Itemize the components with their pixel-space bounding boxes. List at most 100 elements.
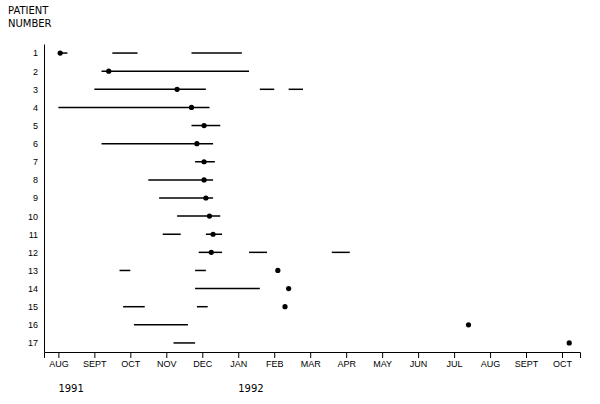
patient-row <box>159 195 213 200</box>
x-tick: FEB <box>266 352 284 369</box>
x-tick-mark <box>166 352 167 358</box>
x-axis: AUGSEPTOCTNOVDECJANFEBMARAPRMAYJUNJULAUG… <box>45 352 581 369</box>
y-tick: 1 <box>33 48 38 58</box>
y-tick-label: 17 <box>28 338 38 348</box>
y-tick-label: 13 <box>28 266 38 276</box>
x-tick: NOV <box>157 352 177 369</box>
patient-row <box>58 50 242 55</box>
y-tick: 14 <box>28 284 38 294</box>
dot <box>106 69 111 74</box>
y-tick: 3 <box>33 85 38 95</box>
y-tick: 17 <box>28 338 38 348</box>
x-tick: JUN <box>410 352 428 369</box>
dot <box>567 340 572 345</box>
x-axis-line <box>45 353 581 359</box>
segment <box>289 89 303 91</box>
y-axis: 1234567891011121314151617 <box>28 45 45 353</box>
x-tick-mark <box>454 352 455 358</box>
x-tick: OCT <box>121 352 141 369</box>
y-tick-label: 7 <box>33 157 38 167</box>
segment <box>94 89 206 91</box>
dot <box>203 195 208 200</box>
y-tick-label: 8 <box>33 175 38 185</box>
dot <box>201 177 206 182</box>
x-tick-mark <box>526 352 527 358</box>
x-tick-label: FEB <box>266 359 284 369</box>
dot <box>282 304 287 309</box>
x-tick: SEPT <box>83 352 107 369</box>
x-tick-label: MAY <box>373 359 392 369</box>
patient-row <box>94 87 303 92</box>
y-tick-label: 5 <box>33 121 38 131</box>
segment <box>197 306 208 308</box>
segment <box>195 270 206 272</box>
patient-row <box>102 69 249 74</box>
patient-row <box>134 322 471 327</box>
y-tick-label: 16 <box>28 320 38 330</box>
x-tick-mark <box>346 352 347 358</box>
x-tick-mark <box>418 352 419 358</box>
y-tick-label: 9 <box>33 193 38 203</box>
segment <box>163 233 181 235</box>
patient-row <box>177 214 220 219</box>
patient-row <box>174 340 572 345</box>
y-tick: 8 <box>33 175 38 185</box>
dot <box>58 50 63 55</box>
x-tick-mark <box>490 352 491 358</box>
x-tick: JAN <box>230 352 247 369</box>
plot-area: AUGSEPTOCTNOVDECJANFEBMARAPRMAYJUNJULAUG… <box>28 45 581 370</box>
x-tick-label: AUG <box>481 359 501 369</box>
dot <box>207 214 212 219</box>
x-tick-label: JUN <box>410 359 428 369</box>
y-tick: 15 <box>28 302 38 312</box>
segment <box>120 270 131 272</box>
y-tick-label: 6 <box>33 139 38 149</box>
segment <box>191 52 241 54</box>
patient-row <box>120 268 281 273</box>
x-tick: AUG <box>481 352 501 369</box>
x-tick-label: JUL <box>447 359 463 369</box>
y-tick: 6 <box>33 139 38 149</box>
x-tick-label: OCT <box>553 359 573 369</box>
x-tick-mark <box>130 352 131 358</box>
x-tick-mark <box>238 352 239 358</box>
y-tick: 13 <box>28 266 38 276</box>
x-tick: SEPT <box>515 352 539 369</box>
dot <box>189 105 194 110</box>
dot <box>194 141 199 146</box>
x-tick-label: AUG <box>49 359 69 369</box>
x-tick: MAY <box>373 352 392 369</box>
y-axis-title: PATIENTNUMBER <box>8 5 52 29</box>
x-tick: JUL <box>447 352 463 369</box>
y-axis-title-line: PATIENT <box>8 5 49 16</box>
x-tick: MAR <box>301 352 322 369</box>
x-tick-label: SEPT <box>515 359 539 369</box>
x-tick-mark <box>202 352 203 358</box>
y-tick-label: 14 <box>28 284 38 294</box>
x-tick-mark <box>94 352 95 358</box>
y-tick: 10 <box>28 211 38 221</box>
segment <box>177 215 220 217</box>
x-tick-label: NOV <box>157 359 177 369</box>
patient-row <box>199 250 350 255</box>
segment <box>332 252 350 254</box>
y-tick: 5 <box>33 121 38 131</box>
segment <box>58 107 209 109</box>
x-tick: AUG <box>49 352 69 369</box>
y-tick: 16 <box>28 320 38 330</box>
x-tick: OCT <box>553 352 573 369</box>
marks <box>58 50 572 345</box>
patient-row <box>58 105 209 110</box>
segment <box>174 342 196 344</box>
segment <box>260 89 274 91</box>
x-tick-label: SEPT <box>83 359 107 369</box>
y-tick: 9 <box>33 193 38 203</box>
y-tick: 11 <box>29 230 38 240</box>
y-tick-label: 2 <box>33 67 38 77</box>
x-tick-label: APR <box>337 359 356 369</box>
chart: AUGSEPTOCTNOVDECJANFEBMARAPRMAYJUNJULAUG… <box>0 0 600 404</box>
x-tick: APR <box>337 352 356 369</box>
y-tick-label: 1 <box>33 48 38 58</box>
patient-row <box>148 177 213 182</box>
patient-row <box>191 123 220 128</box>
